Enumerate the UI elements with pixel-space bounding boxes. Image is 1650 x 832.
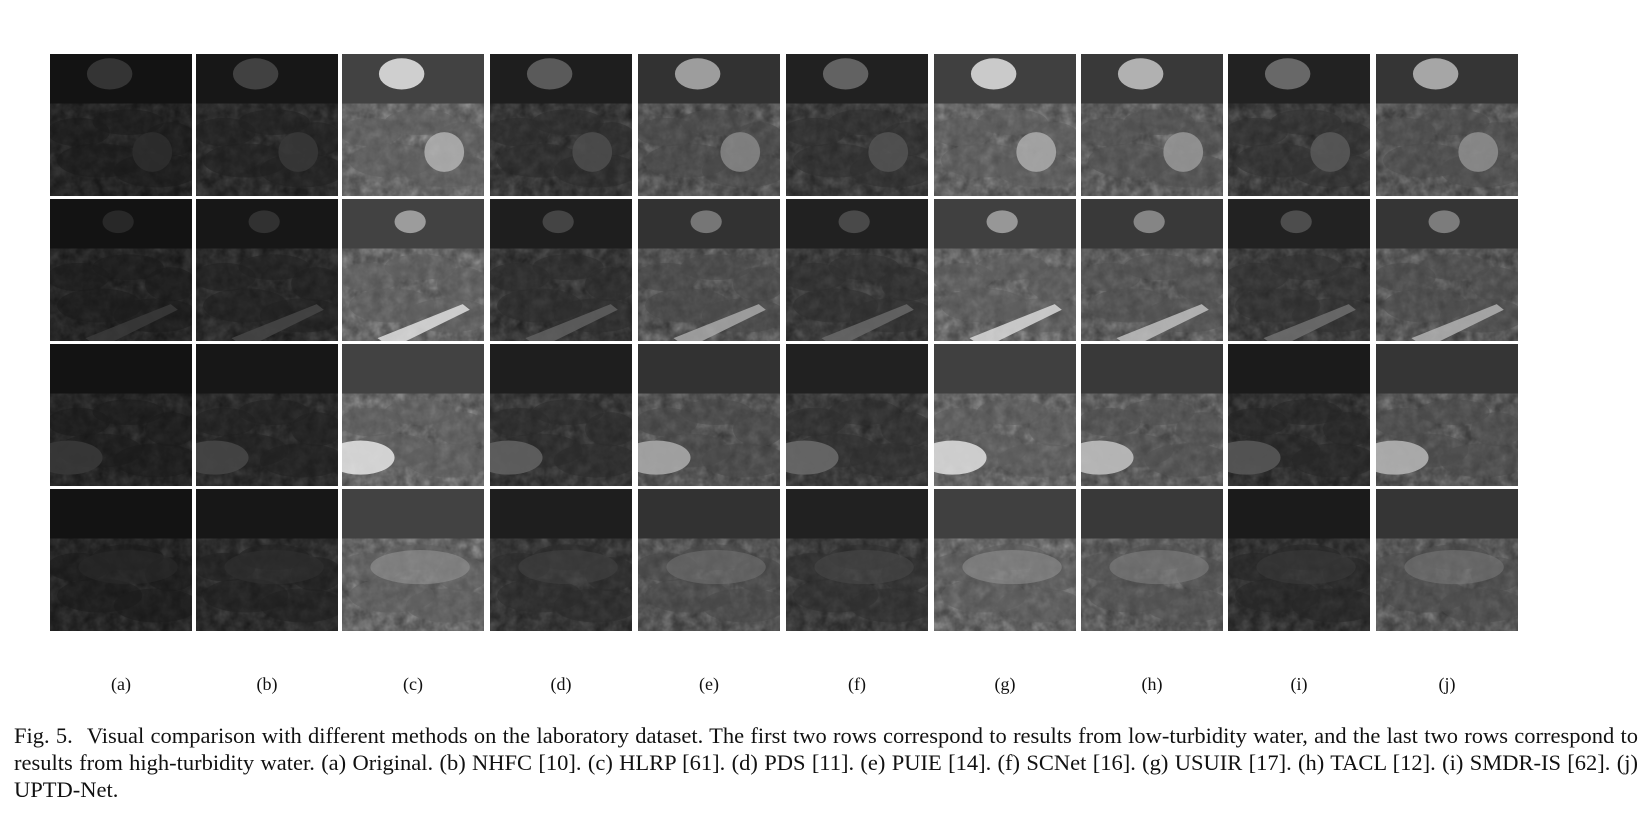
result-image: [1081, 199, 1223, 341]
result-image: [196, 489, 338, 631]
result-image: [1376, 489, 1518, 631]
column-label: (h): [1141, 674, 1163, 694]
result-image: [50, 199, 192, 341]
caption-prefix: Fig. 5.: [14, 723, 73, 748]
result-image: [786, 199, 928, 341]
result-image: [342, 489, 484, 631]
result-image: [786, 344, 928, 486]
result-image: [1081, 344, 1223, 486]
result-image: [50, 489, 192, 631]
column-labels: (a) (b) (c) (d) (e) (f) (g) (h) (i) (j): [50, 666, 1598, 696]
column-label: (g): [994, 674, 1016, 694]
result-image: [490, 489, 632, 631]
result-image: [934, 489, 1076, 631]
column-label: (i): [1290, 674, 1308, 694]
result-image: [1228, 199, 1370, 341]
result-image: [934, 54, 1076, 196]
result-image: [638, 199, 780, 341]
result-image: [786, 489, 928, 631]
result-image: [196, 344, 338, 486]
result-image: [1376, 344, 1518, 486]
result-image: [638, 54, 780, 196]
column-label: (f): [848, 674, 866, 694]
column-label: (a): [111, 674, 131, 694]
result-image: [1376, 199, 1518, 341]
column-label: (j): [1438, 674, 1456, 694]
result-image: [1081, 54, 1223, 196]
column-label: (b): [256, 674, 278, 694]
result-image: [638, 489, 780, 631]
result-image: [934, 199, 1076, 341]
figure: (a) (b) (c) (d) (e) (f) (g) (h) (i) (j): [50, 54, 1598, 694]
result-image: [490, 54, 632, 196]
result-image: [342, 54, 484, 196]
result-image: [638, 344, 780, 486]
result-image: [1376, 54, 1518, 196]
figure-caption: Fig. 5. Visual comparison with different …: [14, 722, 1638, 803]
result-image: [490, 199, 632, 341]
result-image: [1228, 54, 1370, 196]
result-image: [342, 199, 484, 341]
result-image: [490, 344, 632, 486]
result-image: [1228, 344, 1370, 486]
result-image: [1228, 489, 1370, 631]
result-image: [196, 199, 338, 341]
result-image: [196, 54, 338, 196]
result-image: [1081, 489, 1223, 631]
column-label: (e): [699, 674, 719, 694]
result-image: [50, 54, 192, 196]
image-grid: [50, 54, 1518, 631]
result-image: [342, 344, 484, 486]
caption-text: Visual comparison with different methods…: [14, 723, 1639, 802]
result-image: [934, 344, 1076, 486]
column-label: (c): [403, 674, 423, 694]
result-image: [50, 344, 192, 486]
result-image: [786, 54, 928, 196]
column-label: (d): [550, 674, 572, 694]
